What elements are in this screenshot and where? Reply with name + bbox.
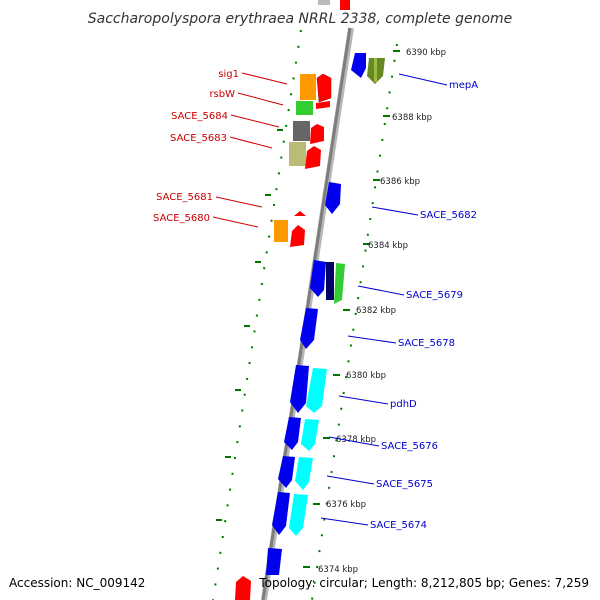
label-rsbW: rsbW [209,89,235,100]
label-SACE_5680: SACE_5680 [153,213,210,224]
gene-SACE_5682 [325,182,341,214]
kbp-label: 6386 kbp [380,177,420,187]
gene-pdhD [306,368,327,413]
inner-tick-ring [212,29,302,600]
forward-leader-lines [320,73,448,526]
label-pdhD: pdhD [390,399,417,410]
gene-blue [351,53,366,78]
gene-reverse-red [310,124,324,144]
gene-reverse-red [305,146,321,169]
label-SACE_5674: SACE_5674 [370,520,427,531]
gene-reverse-red [235,576,251,600]
gene-blue [290,365,309,413]
label-SACE_5681: SACE_5681 [156,192,213,203]
kbp-label: 6384 kbp [368,241,408,251]
label-sig1: sig1 [218,69,239,80]
gene-SACE_5678 [300,308,318,349]
kbp-label: 6374 kbp [318,565,358,575]
kbp-label: 6378 kbp [336,435,376,445]
label-SACE_5679: SACE_5679 [406,290,463,301]
gene-orange [274,220,288,242]
kbp-label: 6382 kbp [356,306,396,316]
gene-SACE_5675 [295,457,313,490]
label-SACE_5683: SACE_5683 [170,133,227,144]
gene-SACE_5674 [289,494,308,536]
gene-reverse-red [316,101,330,109]
topology-text: Topology: circular; Length: 8,212,805 bp… [258,576,589,590]
outer-tick-ring [311,43,398,600]
label-SACE_5675: SACE_5675 [376,479,433,490]
kbp-label: 6376 kbp [326,500,366,510]
gene-blue [272,492,290,535]
gene-blue [310,260,326,297]
gene-SACE_5681 [294,211,306,216]
gene-blue [278,456,295,488]
label-SACE_5676: SACE_5676 [381,441,438,452]
gene-SACE_5683 [289,142,306,166]
gene-SACE_5676 [301,419,319,451]
gene-blue [266,548,282,575]
gene-navy [326,262,334,300]
gene-SACE_5680 [290,225,305,247]
gene-sig1 [300,74,316,100]
gene-reverse-red [316,73,332,103]
label-SACE_5682: SACE_5682 [420,210,477,221]
kbp-label: 6388 kbp [392,113,432,123]
gene-SACE_5684 [293,121,310,141]
label-SACE_5678: SACE_5678 [398,338,455,349]
accession-text: Accession: NC_009142 [9,576,145,590]
major-ticks [216,50,400,568]
label-mepA: mepA [449,80,478,91]
gene-rsbW [296,101,313,115]
kbp-label: 6390 kbp [406,48,446,58]
gene-SACE_5679 [334,263,345,304]
kbp-label: 6380 kbp [346,371,386,381]
label-SACE_5684: SACE_5684 [171,111,228,122]
map-title: Saccharopolyspora erythraea NRRL 2338, c… [88,11,513,27]
gene-blue [284,417,301,450]
gene-olive-highlight [374,58,377,82]
reverse-leader-lines [212,72,288,228]
gene-top-clipped [340,0,350,10]
gene-top-clipped-gray [318,0,330,5]
